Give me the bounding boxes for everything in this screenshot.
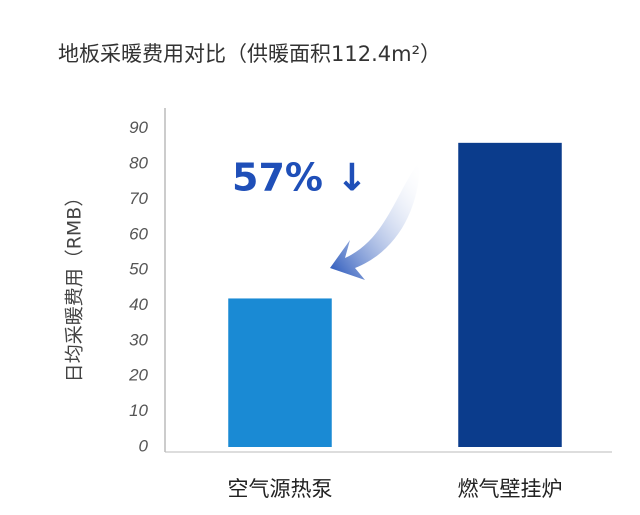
y-tick-label: 70 [129, 189, 148, 208]
chart-title: 地板采暖费用对比（供暖面积112.4m²） [58, 42, 441, 66]
y-tick-label: 50 [129, 260, 148, 279]
y-tick-label: 0 [139, 436, 149, 455]
y-tick-label: 20 [128, 366, 148, 385]
y-tick-label: 30 [129, 330, 148, 349]
y-tick-label: 90 [129, 118, 148, 137]
y-tick-label: 60 [129, 224, 148, 243]
y-tick-label: 40 [129, 295, 148, 314]
y-tick-label: 10 [129, 401, 148, 420]
bar [228, 298, 332, 447]
x-tick-label: 燃气壁挂炉 [458, 477, 563, 501]
bar [458, 142, 562, 447]
y-tick-label: 80 [129, 154, 148, 173]
y-axis-label: 日均采暖费用（RMB） [64, 188, 86, 383]
annotation: 57% ↓ [232, 156, 368, 200]
annotation-arrow [330, 160, 420, 280]
x-tick-label: 空气源热泵 [228, 477, 333, 501]
